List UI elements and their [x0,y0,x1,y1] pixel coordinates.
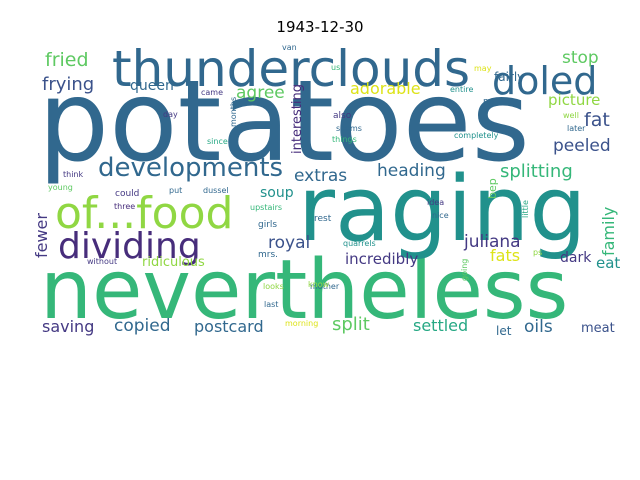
word-things-52: things [332,135,357,144]
word-think-55: think [63,170,84,179]
word-fried-8: fried [45,49,89,71]
word-looks-73: looks [263,282,284,291]
word-girls-63: girls [258,220,277,230]
word-doled-4: doled [492,59,597,103]
word-ridiculous-29: ridiculous [142,255,205,270]
word-morning-76: morning [285,319,318,328]
word-stop-13: stop [562,48,599,68]
plot-title: 1943-12-30 [276,18,364,36]
word-eat-27: eat [596,254,620,272]
word-fat-14: fat [584,109,610,131]
word-three-61: three [114,202,135,211]
word-day-49: day [163,110,178,119]
word-incredibly-28: incredibly [345,250,418,268]
word-us-41: us [331,63,340,72]
word-juliana-21: juliana [463,232,521,252]
word-young-56: young [48,183,73,192]
word-idea-65: idea [427,198,444,207]
word-oils-35: oils [524,317,553,337]
word-peeled-16: peeled [553,136,611,156]
word-upstairs-62: upstairs [250,203,282,212]
word-agree-11: agree [236,83,285,103]
word-seems-51: seems [336,124,362,133]
word-saving-30: saving [42,317,94,336]
word-rest-64: rest [314,214,332,224]
word-postcard-32: postcard [194,317,264,336]
word-dussel-59: dussel [203,186,229,195]
word-interesting-38: interesting [290,84,305,154]
word-later-46: later [567,124,586,133]
word-may-42: may [474,64,492,73]
word-fairly-39: fairly [494,70,524,84]
word-fats-25: fats [490,246,520,265]
word-put-58: put [169,186,182,195]
word-dividing-6: dividing [58,226,201,267]
word-let-36: let [496,324,512,338]
word-heading-18: heading [377,161,446,181]
word-dark-26: dark [560,250,592,266]
word-potatoes-0: potatoes [38,57,530,187]
word-royal-22: royal [268,233,310,253]
word-picture-15: picture [548,91,600,109]
word-settled-34: settled [413,316,468,335]
word-thunderclouds-3: thunderclouds [112,40,470,98]
word-frying-9: frying [42,74,94,95]
word-split-33: split [332,314,370,335]
word-soup-23: soup [260,185,294,201]
word-mr-44: mr. [483,97,498,107]
word-ps-77: ps [533,248,542,257]
word-copied-31: copied [114,316,171,336]
word-also-50: also [333,111,352,121]
word-know-74: know [308,280,330,289]
word-offood-5: of...food [55,188,233,239]
word-nice-66: nice [432,211,449,220]
word-came-47: came [201,88,223,97]
word-extras-19: extras [294,166,347,186]
word-without-70: without [87,257,117,266]
word-little-68: little [521,200,530,218]
word-entire-43: entire [450,85,473,94]
word-could-57: could [115,189,139,199]
word-fewer-24: fewer [32,213,51,258]
word-raging-2: raging [298,157,586,262]
word-since-54: since [207,137,228,146]
word-family-20: family [599,207,618,256]
word-mother-69: mother [310,282,340,291]
word-completely-53: completely [454,131,499,140]
word-mrs-71: mrs. [258,250,278,260]
word-nevertheless-1: nevertheless [40,243,568,338]
word-adorable-12: adorable [350,79,421,98]
word-last-75: last [264,300,278,309]
word-splitting-17: splitting [500,161,573,182]
word-van-40: van [282,43,297,52]
word-meat-37: meat [581,321,615,336]
word-months-48: months [229,97,238,127]
word-quarrels-67: quarrels [343,239,376,248]
word-developments-7: developments [98,153,283,183]
word-going-72: going [460,259,469,281]
word-bep-60: bep [486,178,499,199]
word-queen-10: queen [130,78,174,94]
word-well-45: well [563,111,579,120]
